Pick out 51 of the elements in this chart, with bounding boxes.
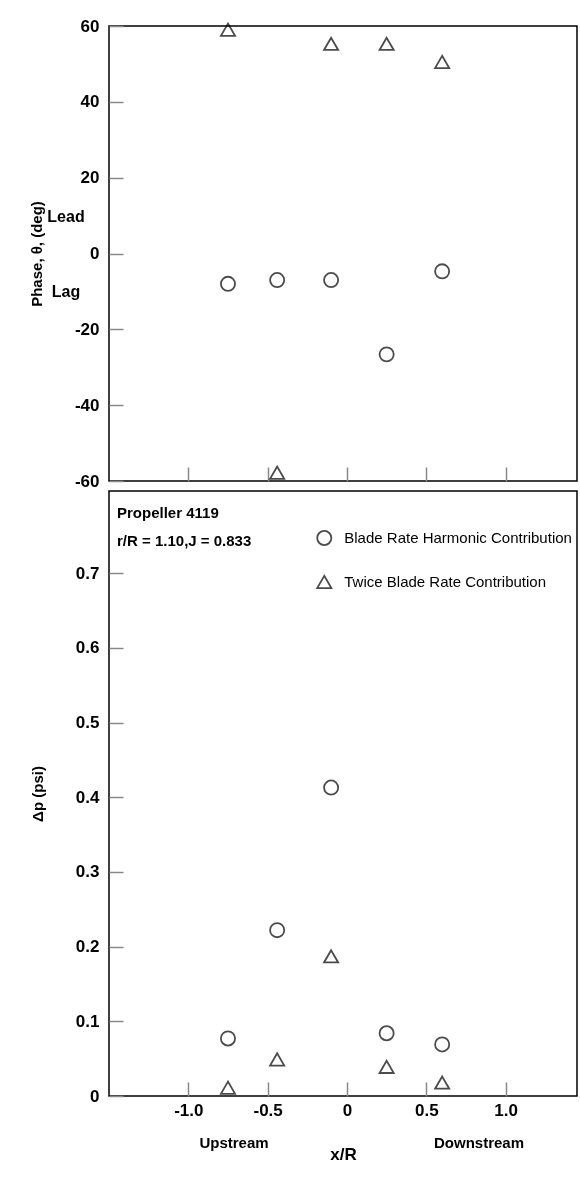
point (220, 275, 236, 292)
point (269, 1052, 286, 1067)
point (434, 55, 451, 70)
y-tick-label: 0.3 (75, 862, 100, 882)
point (434, 1075, 451, 1090)
y-tick-label: 60 (80, 16, 100, 36)
y-tick-label: 0.1 (75, 1011, 100, 1031)
y-tick-label: 40 (80, 92, 100, 112)
point (378, 346, 395, 363)
point (323, 272, 340, 288)
point (220, 22, 236, 37)
point (220, 1030, 236, 1047)
y-tick-label: -60 (74, 471, 100, 491)
x-tick-label: -1.0 (174, 1100, 204, 1120)
annotation: r/R = 1.10,J = 0.833 (117, 532, 252, 549)
annotation: Propeller 4119 (117, 504, 219, 521)
legend-label: Twice Blade Rate Contribution (344, 573, 547, 590)
point (323, 36, 340, 51)
x-tick-label: 0.5 (414, 1100, 439, 1120)
point (378, 1025, 395, 1042)
y-tick-label: 0.7 (75, 563, 100, 583)
y-tick-label: 0.4 (75, 787, 101, 807)
y-tick-label: 0 (90, 1086, 100, 1106)
point (269, 465, 286, 480)
y-tick-label: 0.2 (75, 937, 100, 957)
x-tick-label: 0 (342, 1100, 353, 1120)
point (434, 263, 451, 280)
point (378, 1059, 395, 1074)
legend-label: Blade Rate Harmonic Contribution (344, 529, 572, 546)
x-tick-label: -0.5 (253, 1100, 283, 1120)
point (269, 272, 286, 288)
y-tick-label: -40 (74, 395, 100, 415)
point (434, 1036, 451, 1053)
point (323, 779, 340, 796)
y-tick-label: -20 (74, 319, 100, 339)
point (220, 1080, 236, 1095)
text: Downstream (433, 1134, 525, 1151)
y-axis-title: Δp (psi) (28, 766, 46, 822)
y-tick-label: 20 (80, 168, 100, 188)
y-tick-label: 0.5 (75, 713, 100, 733)
y-axis-title: Phase, θ, (deg) (27, 201, 45, 307)
y-tick-label: 0 (90, 244, 100, 263)
point (378, 36, 395, 51)
text: Lead (47, 207, 85, 225)
point (323, 949, 340, 964)
x-tick-label: 1.0 (494, 1100, 518, 1120)
y-tick-label: 0.6 (75, 638, 100, 658)
text: Upstream (199, 1134, 269, 1151)
text: Lag (51, 282, 81, 300)
point (269, 922, 286, 939)
x-axis-title: x/R (330, 1144, 357, 1164)
